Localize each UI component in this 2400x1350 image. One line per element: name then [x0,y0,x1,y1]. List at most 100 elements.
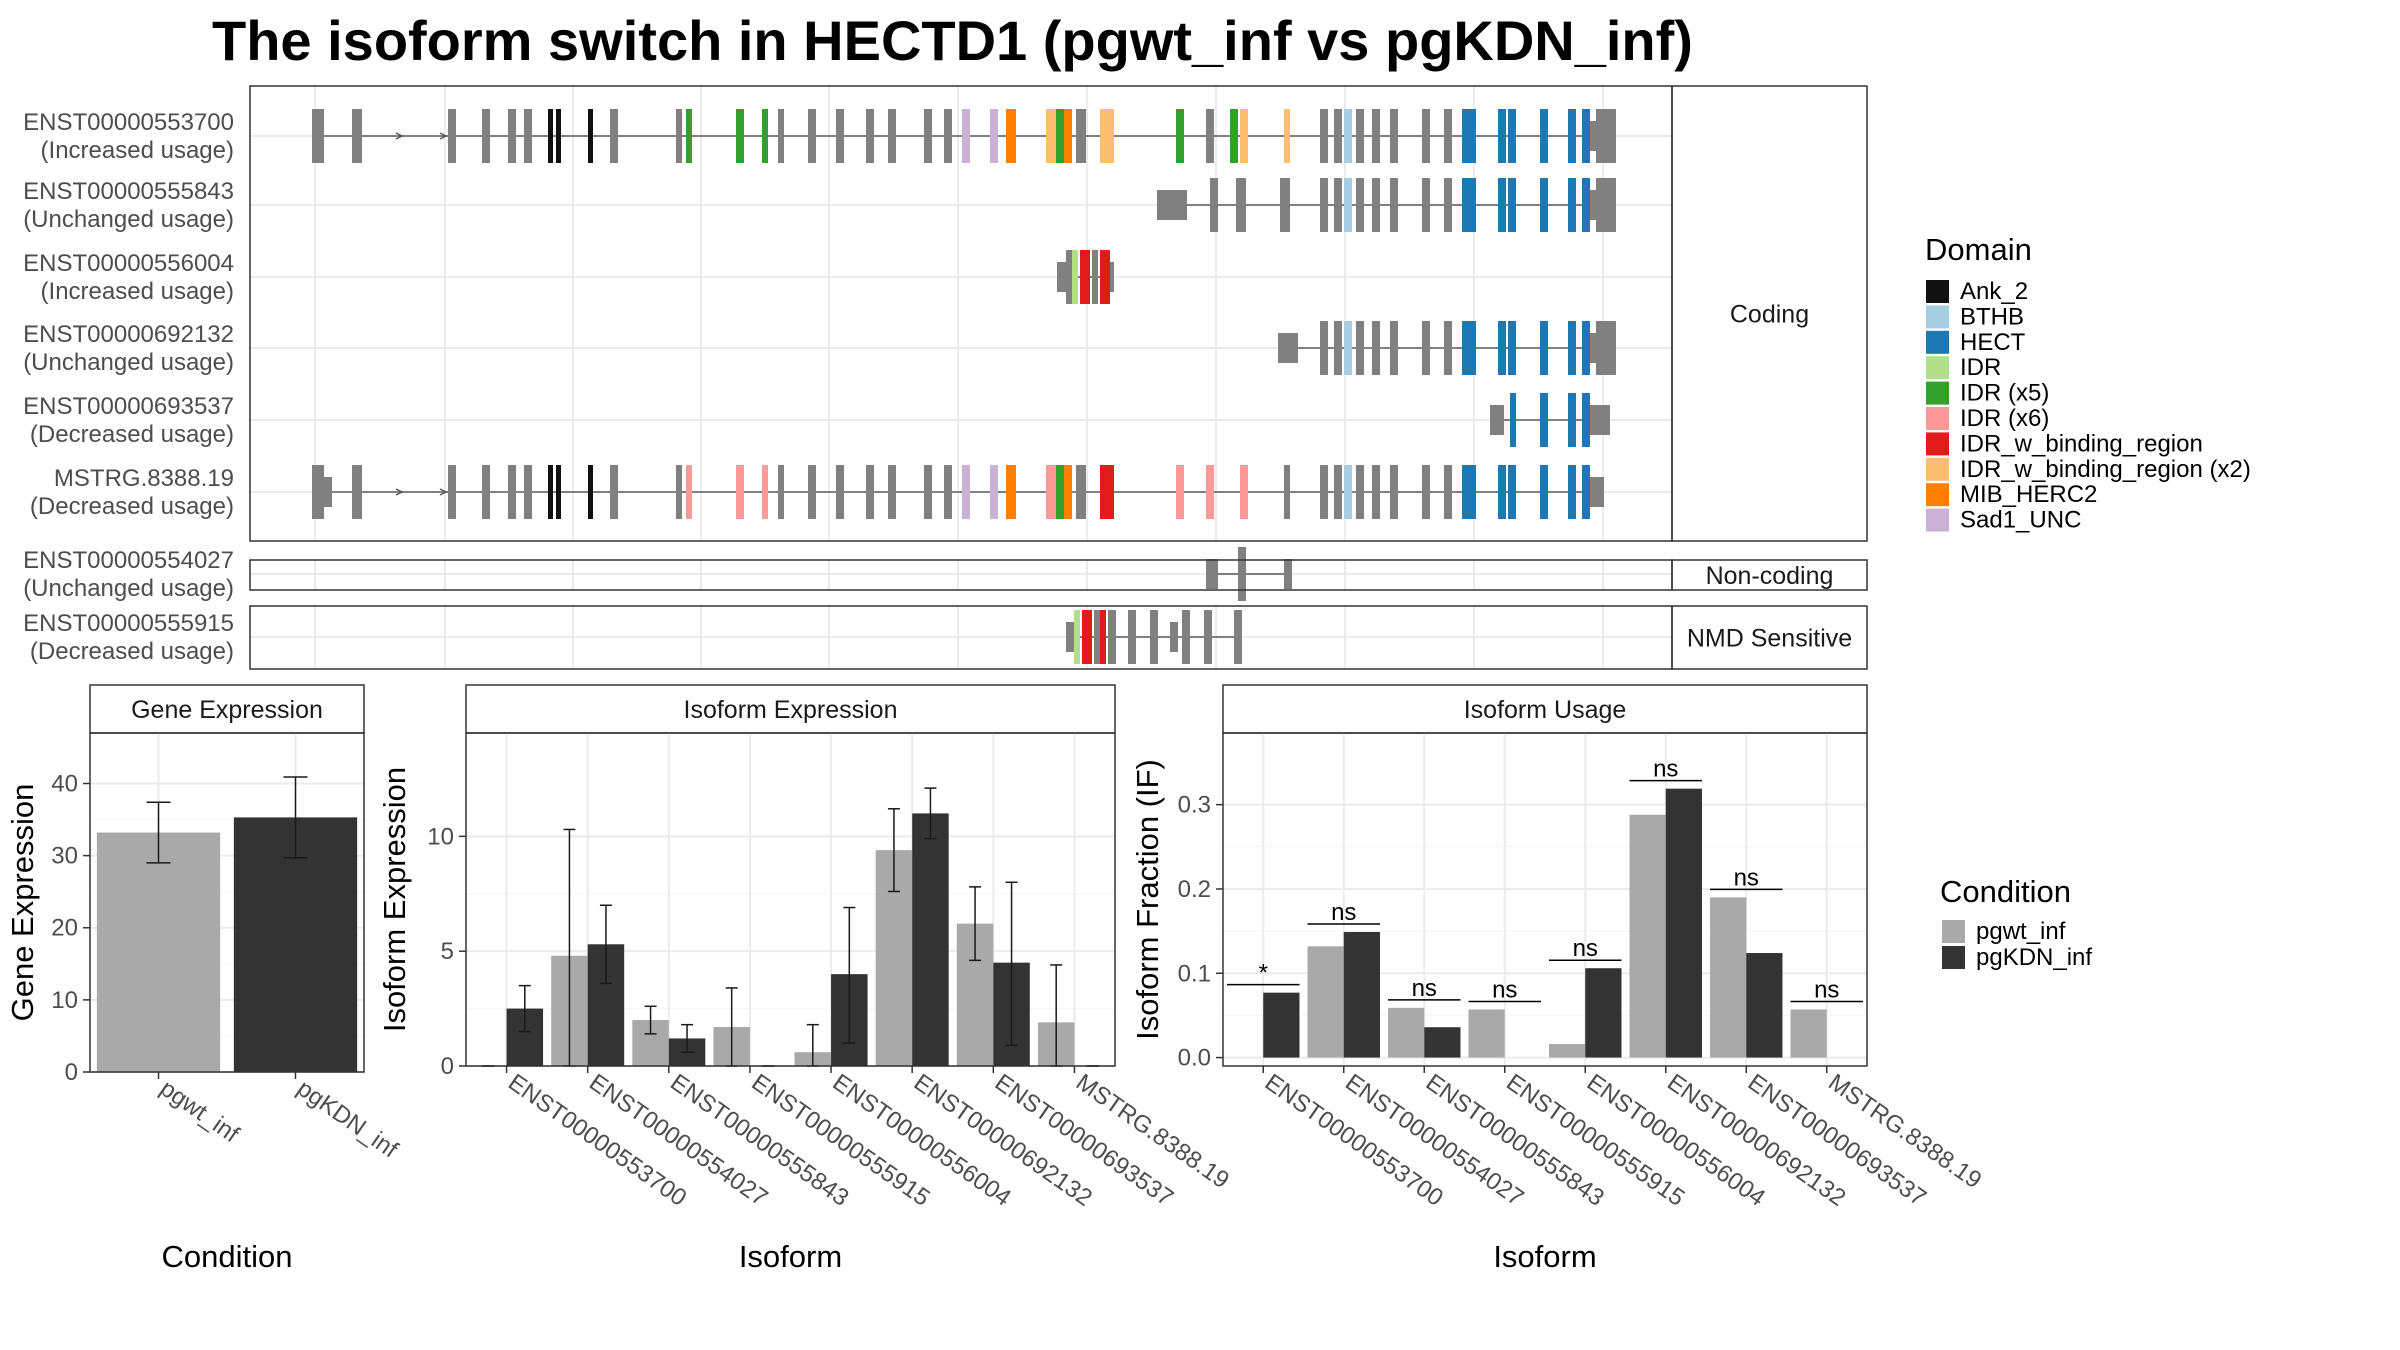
coding-exon [1372,321,1380,375]
isoform-id-label: MSTRG.8388.19 [54,465,234,492]
domain-exon [1056,465,1064,519]
y-tick-label: 0.2 [1178,876,1211,903]
isoform-usage-label: (Unchanged usage) [23,575,234,602]
domain-exon [1498,321,1506,375]
coding-exon [1128,610,1136,664]
domain-legend-label: IDR_w_binding_region [1960,430,2203,457]
panel-border [89,732,365,1073]
bar [1629,814,1666,1058]
domain-exon [588,465,593,519]
coding-exon [1356,178,1364,232]
domain-legend-swatch [1926,407,1949,430]
bar [1746,953,1783,1058]
condition-legend-swatch [1942,946,1965,969]
domain-exon [1046,465,1056,519]
isoform-usage-label: (Decreased usage) [30,493,234,520]
domain-legend-label: IDR (x6) [1960,405,2049,432]
isoform-usage-label: (Increased usage) [41,278,234,305]
significance-label: * [1259,960,1268,987]
isoform-id-label: ENST00000555843 [23,178,234,205]
domain-legend-label: IDR [1960,354,2001,381]
domain-exon [1498,109,1506,163]
coding-exon [1596,321,1616,375]
domain-exon [1082,610,1092,664]
domain-exon [1508,465,1516,519]
coding-exon [1182,610,1190,664]
y-tick-label: 10 [427,823,454,850]
strand-arrow [439,488,448,496]
coding-exon [524,465,532,519]
coding-exon [1356,109,1364,163]
bar [96,832,221,1072]
domain-legend-label: IDR (x5) [1960,380,2049,407]
domain-exon [1046,109,1056,163]
coding-exon [508,109,516,163]
domain-exon [1056,109,1064,163]
domain-legend-label: MIB_HERC2 [1960,481,2097,508]
bar [1343,931,1380,1058]
domain-exon [1462,321,1476,375]
structure-panel-border [249,605,1673,670]
y-tick-label: 5 [441,938,454,965]
isoform-usage-label: (Decreased usage) [30,638,234,665]
facet-strip [1671,85,1868,542]
domain-exon [1344,465,1352,519]
bar [1424,1027,1461,1058]
domain-exon [1100,109,1114,163]
coding-exon [1444,178,1452,232]
coding-exon [312,109,324,163]
coding-exon [1372,109,1380,163]
strand-arrow [439,132,448,140]
coding-exon [482,465,490,519]
domain-exon [1582,393,1590,447]
coding-exon [1444,109,1452,163]
domain-exon [1344,178,1352,232]
coding-exon [1066,250,1072,304]
domain-legend-swatch [1926,457,1949,481]
coding-exon [312,465,324,519]
coding-exon [1390,465,1398,519]
significance-label: ns [1734,864,1759,891]
coding-exon [1356,321,1364,375]
domain-exon [990,109,998,163]
domain-exon [1176,109,1184,163]
domain-legend-swatch [1926,280,1949,303]
coding-exon [1422,178,1430,232]
domain-exon [1582,321,1590,375]
domain-exon [1072,250,1078,304]
x-axis-title: Isoform [1493,1239,1596,1274]
panel-border [1222,732,1868,1067]
domain-exon [1568,178,1576,232]
domain-exon [1100,250,1110,304]
coding-exon [1238,547,1246,601]
coding-exon [610,109,618,163]
structure-panel-border [249,559,1673,591]
domain-exon [1206,465,1214,519]
domain-exon [1006,109,1016,163]
coding-exon [1356,465,1364,519]
domain-exon [962,109,970,163]
coding-exon [1334,465,1342,519]
domain-exon [1462,178,1476,232]
domain-exon [736,465,744,519]
panel-strip-label: Gene Expression [131,696,323,724]
strand-arrow [395,132,404,140]
coding-exon [1284,465,1290,519]
isoform-id-label: ENST00000553700 [23,109,234,136]
domain-exon [1508,321,1516,375]
utr-exon [1066,622,1074,652]
coding-exon [352,465,362,519]
coding-exon [1076,109,1086,163]
domain-exon [1240,465,1248,519]
x-tick-label: pgKDN_inf [292,1075,403,1164]
domain-legend-label: HECT [1960,329,2026,356]
isoform-usage-label: (Decreased usage) [30,421,234,448]
utr-exon [1157,190,1187,220]
domain-legend-swatch [1926,483,1949,507]
domain-exon [1510,393,1516,447]
domain-exon [1006,465,1016,519]
structure-panel-border [249,85,1673,542]
coding-exon [888,465,896,519]
domain-exon [1100,610,1106,664]
